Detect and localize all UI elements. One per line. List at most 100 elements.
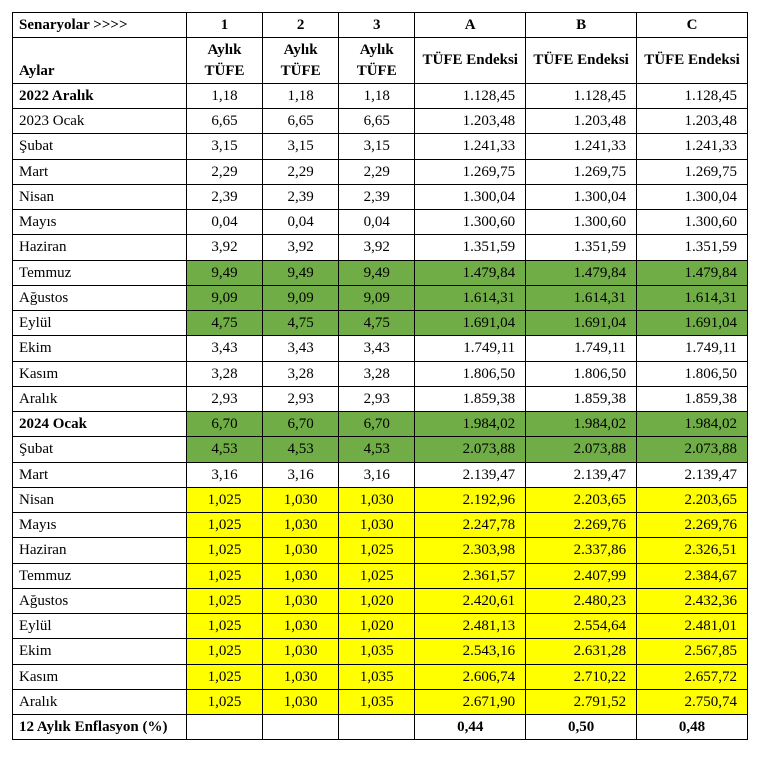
inflation-scenarios-table: Senaryolar >>>> 1 2 3 A B C Aylar Aylık … (12, 12, 748, 740)
index-cell: 1.859,38 (526, 386, 637, 411)
header-aylik-tufe-2: Aylık TÜFE (263, 38, 339, 84)
index-cell: 2.073,88 (415, 437, 526, 462)
month-label: 2022 Aralık (13, 83, 187, 108)
tufe-cell: 3,16 (263, 462, 339, 487)
tufe-cell: 1,035 (339, 639, 415, 664)
index-cell: 2.139,47 (526, 462, 637, 487)
index-cell: 2.203,65 (637, 487, 748, 512)
month-label: Ekim (13, 639, 187, 664)
index-cell: 2.407,99 (526, 563, 637, 588)
table-row: Mayıs0,040,040,041.300,601.300,601.300,6… (13, 210, 748, 235)
month-label: Ağustos (13, 588, 187, 613)
tufe-cell: 3,43 (339, 336, 415, 361)
table-row: Mart2,292,292,291.269,751.269,751.269,75 (13, 159, 748, 184)
index-cell: 1.351,59 (526, 235, 637, 260)
table-row: Aralık1,0251,0301,0352.671,902.791,522.7… (13, 689, 748, 714)
tufe-cell: 4,53 (263, 437, 339, 462)
index-cell: 1.128,45 (526, 83, 637, 108)
table-row: Eylül1,0251,0301,0202.481,132.554,642.48… (13, 614, 748, 639)
tufe-cell: 3,92 (263, 235, 339, 260)
tufe-cell: 3,92 (339, 235, 415, 260)
month-label: Şubat (13, 134, 187, 159)
index-cell: 1.203,48 (637, 109, 748, 134)
footer-label: 12 Aylık Enflasyon (%) (13, 715, 187, 740)
table-row: Ekim1,0251,0301,0352.543,162.631,282.567… (13, 639, 748, 664)
tufe-cell: 6,65 (186, 109, 262, 134)
tufe-cell: 9,49 (339, 260, 415, 285)
tufe-cell: 1,025 (186, 563, 262, 588)
tufe-cell: 6,70 (186, 412, 262, 437)
tufe-cell: 1,035 (339, 689, 415, 714)
tufe-cell: 1,025 (339, 563, 415, 588)
tufe-cell: 1,030 (263, 614, 339, 639)
header-aylik-tufe-3: Aylık TÜFE (339, 38, 415, 84)
footer-idx-b: 0,50 (526, 715, 637, 740)
footer-tufe-1 (186, 715, 262, 740)
index-cell: 1.300,60 (637, 210, 748, 235)
index-cell: 1.691,04 (415, 311, 526, 336)
index-cell: 1.749,11 (415, 336, 526, 361)
index-cell: 1.614,31 (637, 285, 748, 310)
index-cell: 2.420,61 (415, 588, 526, 613)
tufe-cell: 2,29 (339, 159, 415, 184)
tufe-cell: 0,04 (263, 210, 339, 235)
index-cell: 1.806,50 (415, 361, 526, 386)
index-cell: 1.806,50 (526, 361, 637, 386)
tufe-cell: 3,28 (339, 361, 415, 386)
index-cell: 1.269,75 (415, 159, 526, 184)
index-cell: 2.554,64 (526, 614, 637, 639)
index-cell: 1.241,33 (526, 134, 637, 159)
tufe-cell: 1,030 (263, 538, 339, 563)
index-cell: 1.479,84 (637, 260, 748, 285)
table-row: Şubat4,534,534,532.073,882.073,882.073,8… (13, 437, 748, 462)
table-row: Şubat3,153,153,151.241,331.241,331.241,3… (13, 134, 748, 159)
tufe-cell: 1,030 (263, 588, 339, 613)
index-cell: 2.303,98 (415, 538, 526, 563)
tufe-cell: 1,18 (186, 83, 262, 108)
footer-tufe-3 (339, 715, 415, 740)
tufe-cell: 1,035 (339, 664, 415, 689)
tufe-cell: 9,09 (339, 285, 415, 310)
table-row: Nisan1,0251,0301,0302.192,962.203,652.20… (13, 487, 748, 512)
index-cell: 2.139,47 (415, 462, 526, 487)
tufe-cell: 1,025 (186, 588, 262, 613)
tufe-cell: 1,020 (339, 614, 415, 639)
header-tufe-endeksi-a: TÜFE Endeksi (415, 38, 526, 84)
header-tufe-endeksi-b: TÜFE Endeksi (526, 38, 637, 84)
month-label: Mayıs (13, 513, 187, 538)
index-cell: 1.269,75 (637, 159, 748, 184)
month-label: Haziran (13, 235, 187, 260)
table-row: Temmuz1,0251,0301,0252.361,572.407,992.3… (13, 563, 748, 588)
header-scenario-1: 1 (186, 13, 262, 38)
month-label: Haziran (13, 538, 187, 563)
month-label: Ağustos (13, 285, 187, 310)
index-cell: 2.073,88 (526, 437, 637, 462)
footer-idx-c: 0,48 (637, 715, 748, 740)
tufe-cell: 2,93 (186, 386, 262, 411)
tufe-cell: 4,75 (263, 311, 339, 336)
table-row: Mart3,163,163,162.139,472.139,472.139,47 (13, 462, 748, 487)
index-cell: 1.300,60 (415, 210, 526, 235)
index-cell: 2.567,85 (637, 639, 748, 664)
month-label: Aralık (13, 386, 187, 411)
tufe-cell: 1,020 (339, 588, 415, 613)
index-cell: 1.984,02 (637, 412, 748, 437)
month-label: 2024 Ocak (13, 412, 187, 437)
tufe-cell: 6,70 (339, 412, 415, 437)
tufe-cell: 9,09 (186, 285, 262, 310)
header-months-label: Aylar (13, 38, 187, 84)
tufe-cell: 3,28 (186, 361, 262, 386)
table-row: Eylül4,754,754,751.691,041.691,041.691,0… (13, 311, 748, 336)
index-cell: 2.139,47 (637, 462, 748, 487)
month-label: Mart (13, 462, 187, 487)
index-cell: 1.984,02 (415, 412, 526, 437)
month-label: 2023 Ocak (13, 109, 187, 134)
index-cell: 2.269,76 (526, 513, 637, 538)
table-body: 2022 Aralık1,181,181,181.128,451.128,451… (13, 83, 748, 714)
tufe-cell: 9,09 (263, 285, 339, 310)
month-label: Kasım (13, 361, 187, 386)
header-scenario-c: C (637, 13, 748, 38)
tufe-cell: 3,43 (186, 336, 262, 361)
footer-tufe-2 (263, 715, 339, 740)
tufe-cell: 1,025 (339, 538, 415, 563)
